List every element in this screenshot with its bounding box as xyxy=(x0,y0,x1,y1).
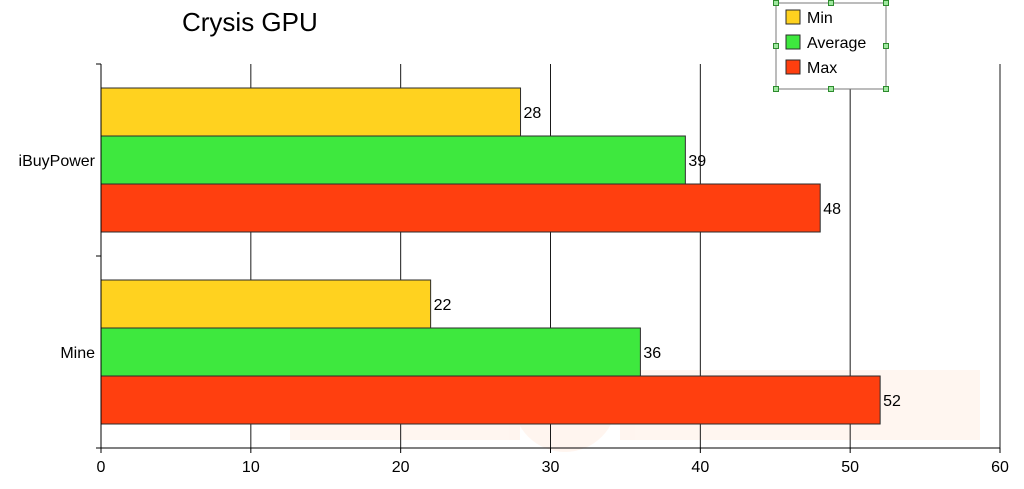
legend[interactable]: Min Average Max xyxy=(773,0,889,92)
bar-ibuypower-average xyxy=(100,135,686,185)
bars-group xyxy=(100,87,881,425)
bar-ibuypower-max xyxy=(100,183,821,233)
x-tick-label-40: 40 xyxy=(691,459,709,476)
data-label-mine-min: 22 xyxy=(434,297,452,314)
legend-label-min: Min xyxy=(807,10,833,27)
x-tick-label-60: 60 xyxy=(991,459,1009,476)
legend-resize-handle[interactable] xyxy=(883,0,889,6)
legend-swatch-max xyxy=(785,59,801,75)
bar-mine-min xyxy=(100,279,432,329)
x-tick-labels: 0 10 20 30 40 50 60 xyxy=(97,459,1009,476)
chart-title: Crysis GPU xyxy=(182,7,318,37)
x-tick-label-20: 20 xyxy=(392,459,410,476)
category-label-mine: Mine xyxy=(60,345,95,362)
legend-resize-handle[interactable] xyxy=(883,86,889,92)
bar-ibuypower-min xyxy=(100,87,522,137)
legend-resize-handle[interactable] xyxy=(773,0,779,6)
legend-swatch-min xyxy=(785,9,801,25)
legend-resize-handle[interactable] xyxy=(773,43,779,49)
bar-mine-average xyxy=(100,327,641,377)
x-tick-label-0: 0 xyxy=(97,459,106,476)
legend-swatch-average xyxy=(785,34,801,50)
data-label-ibuypower-average: 39 xyxy=(688,153,706,170)
data-label-mine-max: 52 xyxy=(883,393,901,410)
data-label-ibuypower-max: 48 xyxy=(823,201,841,218)
data-label-ibuypower-min: 28 xyxy=(524,105,542,122)
legend-resize-handle[interactable] xyxy=(883,43,889,49)
legend-resize-handle[interactable] xyxy=(773,86,779,92)
data-labels: 28 39 48 22 36 52 xyxy=(434,105,901,410)
data-label-mine-average: 36 xyxy=(643,345,661,362)
x-tick-label-50: 50 xyxy=(841,459,859,476)
category-labels: iBuyPower Mine xyxy=(19,153,96,362)
legend-label-max: Max xyxy=(807,60,837,77)
legend-resize-handle[interactable] xyxy=(828,0,834,6)
legend-resize-handle[interactable] xyxy=(828,86,834,92)
x-tick-label-10: 10 xyxy=(242,459,260,476)
category-label-ibuypower: iBuyPower xyxy=(19,153,96,170)
x-tick-label-30: 30 xyxy=(542,459,560,476)
bar-mine-max xyxy=(100,375,881,425)
axes xyxy=(96,63,1001,453)
legend-label-average: Average xyxy=(807,35,866,52)
